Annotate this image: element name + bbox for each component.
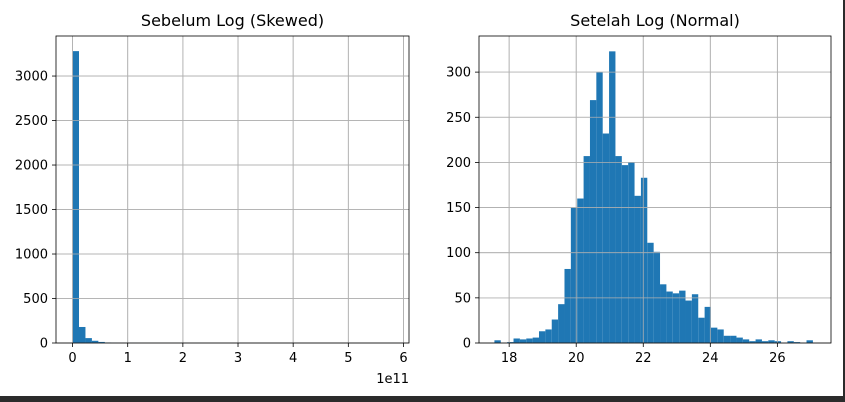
y-tick-label: 500 bbox=[23, 292, 48, 307]
histogram-bar bbox=[615, 156, 622, 343]
histogram-bar bbox=[685, 300, 692, 343]
axes-frame bbox=[55, 35, 410, 344]
histogram-bar bbox=[589, 100, 597, 343]
histogram-bar bbox=[793, 342, 801, 343]
histogram-bar bbox=[621, 165, 629, 343]
histogram-bar bbox=[513, 338, 520, 343]
histogram-bar bbox=[653, 251, 661, 343]
histogram-bar bbox=[519, 339, 527, 343]
y-tick-label: 200 bbox=[446, 156, 471, 171]
histogram-bar bbox=[558, 304, 565, 343]
histogram-bar bbox=[742, 339, 750, 343]
histogram-bar bbox=[564, 268, 571, 343]
x-tick-label: 3 bbox=[234, 351, 242, 366]
histogram-bar bbox=[583, 156, 590, 343]
y-tick-label: 2500 bbox=[15, 114, 48, 129]
histogram-bar bbox=[532, 337, 540, 343]
histogram-bar bbox=[774, 341, 782, 343]
histogram-bar bbox=[79, 326, 86, 343]
x-tick-label: 22 bbox=[635, 351, 652, 366]
axes-frame bbox=[478, 35, 832, 344]
x-offset-label: 1e11 bbox=[376, 372, 409, 387]
histogram-bar bbox=[91, 340, 99, 343]
y-tick-label: 150 bbox=[446, 201, 471, 216]
histogram-bar bbox=[749, 341, 756, 343]
histogram-bar bbox=[736, 337, 743, 343]
x-tick-label: 0 bbox=[68, 351, 76, 366]
histogram-bar bbox=[85, 338, 92, 343]
histogram-bar bbox=[634, 195, 641, 343]
x-tick-label: 6 bbox=[399, 351, 407, 366]
histogram-bar bbox=[761, 341, 769, 343]
histogram-bar bbox=[640, 177, 648, 343]
x-tick-label: 24 bbox=[702, 351, 719, 366]
y-tick-label: 300 bbox=[446, 66, 471, 81]
x-tick-label: 4 bbox=[289, 351, 297, 366]
histogram-bar bbox=[545, 329, 552, 343]
y-tick-label: 2000 bbox=[15, 159, 48, 174]
y-tick-label: 1000 bbox=[15, 248, 48, 263]
histogram-bar bbox=[98, 341, 105, 343]
histogram-bar bbox=[679, 290, 686, 343]
chart-title: Sebelum Log (Skewed) bbox=[141, 11, 324, 30]
x-tick-label: 5 bbox=[344, 351, 352, 366]
y-tick-label: 50 bbox=[454, 291, 471, 306]
histogram-bar bbox=[806, 340, 813, 343]
x-tick-label: 2 bbox=[179, 351, 187, 366]
histogram-bar bbox=[755, 339, 762, 343]
histogram-bar bbox=[609, 51, 616, 343]
histogram-bar bbox=[672, 293, 680, 343]
histogram-before-log: 0 1 2 3 4 5 6 0 500 1000 1500 2000 2500 3000 Sebelum L… bbox=[15, 11, 410, 387]
histogram-bar bbox=[730, 335, 737, 343]
x-tick-label: 1 bbox=[124, 351, 132, 366]
histogram-bar bbox=[72, 51, 80, 344]
histogram-bar bbox=[691, 294, 699, 343]
histogram-bar bbox=[577, 198, 584, 343]
histogram-bar bbox=[602, 133, 610, 343]
histogram-bar bbox=[507, 342, 514, 343]
histogram-after-log: 18 20 22 24 26 0 50 100 150 200 250 300 Setelah Log … bbox=[446, 11, 832, 366]
x-tick-label: 26 bbox=[769, 351, 786, 366]
histogram-bar bbox=[787, 341, 794, 343]
histogram-bar bbox=[570, 207, 578, 343]
y-tick-label: 100 bbox=[446, 246, 471, 261]
histogram-bar bbox=[539, 331, 546, 343]
x-tick-label: 20 bbox=[568, 351, 585, 366]
histogram-bar bbox=[526, 338, 533, 343]
histogram-bar bbox=[704, 306, 711, 343]
histogram-bar bbox=[723, 335, 731, 343]
histogram-bar bbox=[768, 340, 775, 343]
y-tick-label: 250 bbox=[446, 111, 471, 126]
y-tick-label: 0 bbox=[463, 337, 471, 352]
y-tick-label: 1500 bbox=[15, 203, 48, 218]
chart-title: Setelah Log (Normal) bbox=[570, 11, 740, 30]
histogram-bar bbox=[666, 291, 673, 343]
y-tick-label: 0 bbox=[40, 337, 48, 352]
histogram-bar bbox=[494, 340, 501, 343]
histogram-bar bbox=[660, 284, 667, 343]
histogram-bar bbox=[717, 329, 724, 343]
histogram-bar bbox=[698, 317, 705, 343]
histogram-bar bbox=[647, 242, 654, 343]
y-tick-label: 3000 bbox=[15, 70, 48, 85]
histogram-bar bbox=[710, 327, 718, 343]
histogram-bar bbox=[551, 319, 559, 343]
x-tick-label: 18 bbox=[501, 351, 518, 366]
